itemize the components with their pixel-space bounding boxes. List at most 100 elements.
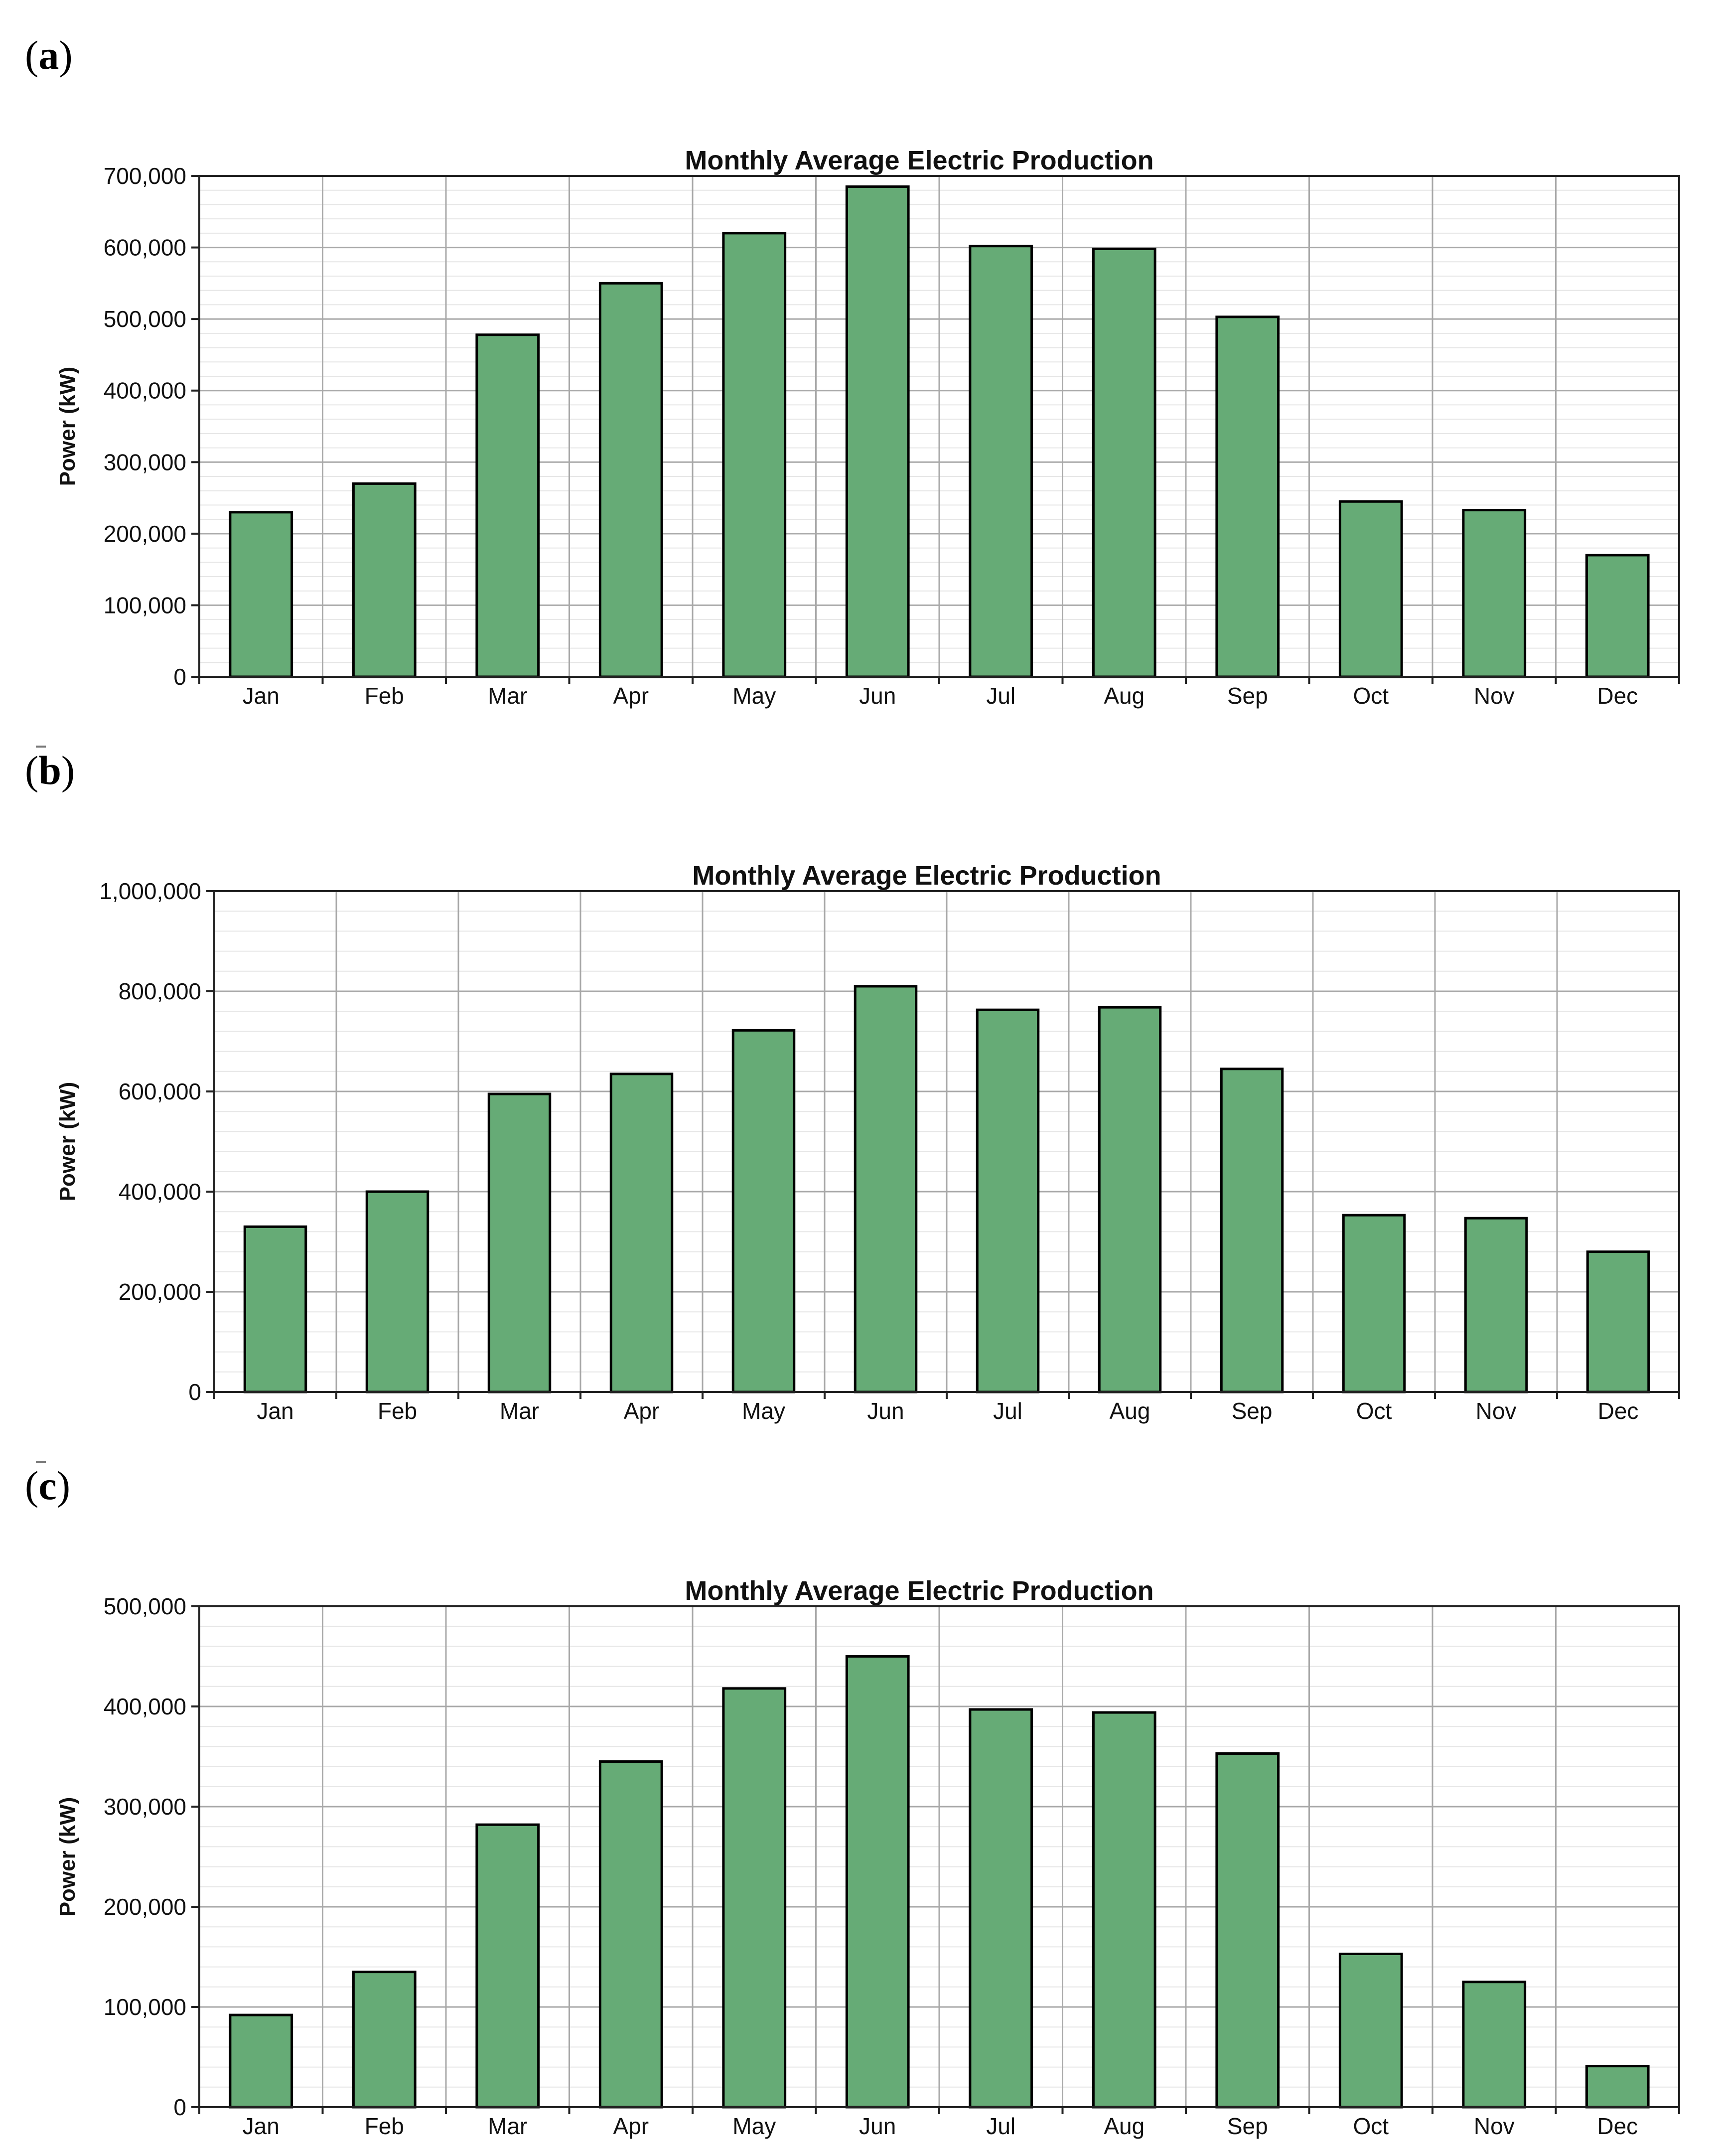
panel-label-c-text: c (38, 1463, 57, 1508)
bars (243, 985, 1650, 1393)
y-axis: 0 100,000 200,000 300,000 400,000 500,000 (104, 1593, 199, 2120)
x-tick-label-jan: Jan (243, 683, 280, 709)
x-tick-label-oct: Oct (1353, 683, 1389, 709)
bar-apr (609, 1073, 674, 1393)
x-tick-label-mar: Mar (488, 2113, 527, 2139)
x-tick-label-oct: Oct (1353, 2113, 1389, 2139)
y-tick-label: 200,000 (104, 521, 186, 547)
bar-jun (845, 185, 910, 678)
y-axis-label: Power (kW) (55, 1797, 80, 1917)
bar-may (722, 1687, 787, 2109)
bar-jul (976, 1008, 1040, 1393)
bar-jan (229, 2013, 293, 2109)
bar-sep (1220, 1068, 1284, 1393)
bar-dec (1585, 2065, 1650, 2109)
y-axis: 0 200,000 400,000 600,000 800,000 1,000,000 (99, 878, 214, 1405)
x-tick-label-may: May (742, 1398, 785, 1424)
y-tick-label: 400,000 (119, 1179, 201, 1205)
panel-label-b-text: b (38, 748, 61, 793)
chart-title: Monthly Average Electric Production (692, 861, 1161, 891)
bar-jul (969, 1708, 1033, 2109)
x-tick-label-sep: Sep (1232, 1398, 1273, 1424)
y-tick-label: 600,000 (119, 1078, 201, 1104)
panel-label-a: (a) (25, 32, 73, 78)
bar-sep (1215, 315, 1280, 678)
x-tick-label-sep: Sep (1227, 2113, 1268, 2139)
y-tick-label: 400,000 (104, 1694, 186, 1719)
bar-feb (352, 1971, 417, 2109)
y-tick-label: 0 (173, 2094, 186, 2120)
x-tick-label-may: May (732, 683, 776, 709)
x-tick-label-jul: Jul (993, 1398, 1022, 1424)
x-tick-label-jan: Jan (243, 2113, 280, 2139)
y-tick-label: 0 (188, 1379, 201, 1405)
x-tick-label-feb: Feb (365, 683, 404, 709)
x-tick-label-dec: Dec (1598, 1398, 1639, 1424)
x-tick-label-nov: Nov (1476, 1398, 1517, 1424)
chart-a: 0 100,000 200,000 300,000 400,000 500,000 600,… (36, 146, 1680, 748)
x-tick-label-aug: Aug (1110, 1398, 1150, 1424)
bar-aug (1092, 247, 1156, 678)
x-tick-label-dec: Dec (1597, 683, 1638, 709)
x-tick-label-jan: Jan (257, 1398, 293, 1424)
bar-mar (475, 1823, 540, 2109)
y-tick-label: 500,000 (104, 306, 186, 332)
x-tick-label-jun: Jun (859, 683, 896, 709)
bar-aug (1092, 1711, 1156, 2109)
y-tick-label: 600,000 (104, 235, 186, 261)
bar-nov (1462, 1981, 1527, 2109)
gridlines (214, 890, 1679, 1393)
y-axis-label: Power (kW) (55, 1082, 80, 1202)
y-axis-label: Power (kW) (55, 367, 80, 486)
x-tick-label-mar: Mar (500, 1398, 539, 1424)
y-tick-label: 800,000 (119, 978, 201, 1004)
x-tick-label-sep: Sep (1227, 683, 1268, 709)
bar-nov (1464, 1217, 1528, 1393)
y-tick-label: 100,000 (104, 592, 186, 618)
y-tick-label: 300,000 (104, 449, 186, 475)
x-tick-label-feb: Feb (378, 1398, 417, 1424)
x-tick-label-feb: Feb (365, 2113, 404, 2139)
bar-jun (854, 985, 918, 1393)
panel-label-b: (b) (25, 748, 75, 793)
bar-feb (365, 1190, 429, 1393)
bar-sep (1215, 1752, 1280, 2109)
y-tick-label: 700,000 (104, 163, 186, 189)
chart-title: Monthly Average Electric Production (685, 146, 1153, 175)
chart-b: 0 200,000 400,000 600,000 800,000 1,000,000 Ja… (36, 861, 1680, 1463)
x-tick-label-dec: Dec (1597, 2113, 1638, 2139)
bar-jan (229, 511, 293, 678)
chart-title: Monthly Average Electric Production (685, 1576, 1153, 1606)
x-tick-label-jun: Jun (859, 2113, 896, 2139)
bar-jun (845, 1655, 910, 2109)
y-tick-label: 200,000 (119, 1279, 201, 1305)
gridlines (199, 175, 1679, 678)
x-tick-label-oct: Oct (1356, 1398, 1392, 1424)
x-tick-label-nov: Nov (1474, 683, 1515, 709)
bar-jul (969, 245, 1033, 678)
bar-dec (1586, 1250, 1650, 1393)
x-axis: Jan Feb Mar Apr May Jun Jul Aug Sep Oct Nov Dec (198, 677, 1680, 709)
y-tick-label: 400,000 (104, 378, 186, 404)
bar-apr (598, 282, 663, 678)
x-tick-label-aug: Aug (1104, 2113, 1145, 2139)
y-axis: 0 100,000 200,000 300,000 400,000 500,000 600,… (104, 163, 199, 690)
y-tick-label: 0 (173, 664, 186, 690)
x-axis: Jan Feb Mar Apr May Jun Jul Aug Sep Oct Nov Dec (213, 1392, 1680, 1424)
x-tick-label-may: May (732, 2113, 776, 2139)
x-tick-label-jul: Jul (986, 683, 1015, 709)
bar-dec (1585, 554, 1650, 678)
bar-may (731, 1029, 796, 1393)
x-tick-label-apr: Apr (613, 683, 649, 709)
panel-c: (c) 0 100,000 200,000 300,000 400,000 500,000… (0, 1465, 1717, 2156)
panel-a: (a) 0 100,000 200,000 300,000 400,000 500,000… (0, 32, 1717, 748)
bar-aug (1098, 1006, 1162, 1393)
y-tick-label: 1,000,000 (99, 878, 201, 904)
bars (229, 1655, 1650, 2109)
x-tick-label-mar: Mar (488, 683, 527, 709)
x-tick-label-jun: Jun (867, 1398, 904, 1424)
x-tick-label-aug: Aug (1104, 683, 1145, 709)
y-tick-label: 300,000 (104, 1794, 186, 1820)
panel-label-c: (c) (25, 1463, 71, 1508)
